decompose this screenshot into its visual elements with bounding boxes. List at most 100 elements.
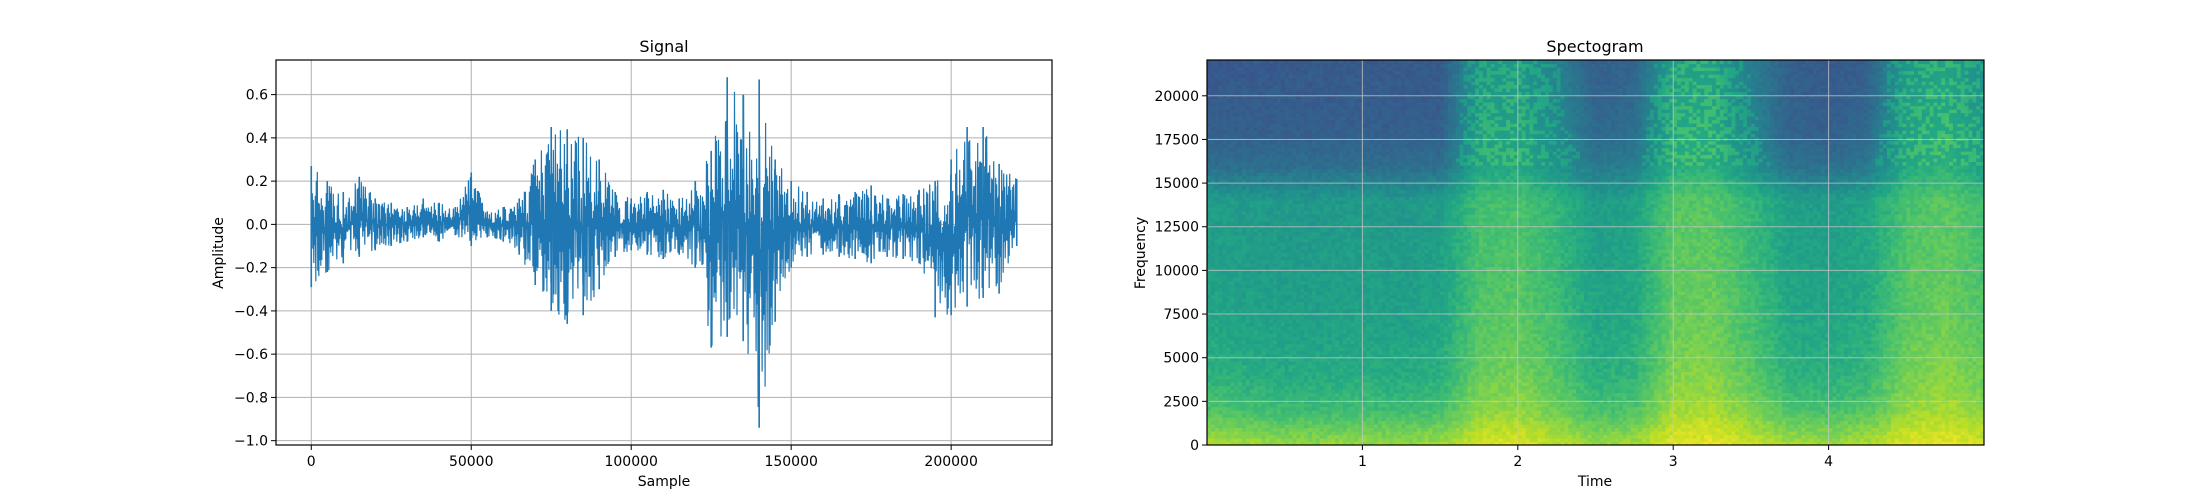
spectrogram-cell — [1471, 431, 1475, 435]
spectrogram-cell — [1735, 424, 1739, 428]
spectrogram-cell — [1491, 382, 1495, 386]
spectrogram-cell — [1506, 365, 1510, 369]
spectrogram-cell — [1374, 372, 1378, 376]
spectrogram-cell — [1596, 417, 1600, 421]
spectrogram-cell — [1813, 407, 1817, 411]
spectrogram-cell — [1316, 424, 1320, 428]
spectrogram-cell — [1331, 372, 1335, 376]
spectrogram-cell — [1871, 382, 1875, 386]
spectrogram-cell — [1747, 424, 1751, 428]
spectrogram-cell — [1751, 414, 1755, 418]
spectrogram-cell — [1250, 393, 1254, 397]
spectrogram-cell — [1763, 393, 1767, 397]
spectrogram-cell — [1234, 361, 1238, 365]
spectrogram-cell — [1739, 424, 1743, 428]
spectrogram-cell — [1961, 368, 1965, 372]
spectrogram-cell — [1494, 375, 1498, 379]
spectrogram-cell — [1930, 438, 1934, 442]
spectrogram-cell — [1339, 386, 1343, 390]
spectrogram-cell — [1541, 431, 1545, 435]
spectrogram-cell — [1522, 435, 1526, 439]
spectrogram-cell — [1425, 424, 1429, 428]
spectrogram-cell — [1428, 379, 1432, 383]
spectrogram-cell — [1930, 417, 1934, 421]
spectrogram-cell — [1700, 435, 1704, 439]
spectrogram-cell — [1720, 365, 1724, 369]
spectrogram-cell — [1770, 417, 1774, 421]
spectrogram-cell — [1246, 365, 1250, 369]
spectrogram-cell — [1324, 386, 1328, 390]
spectrogram-cell — [1580, 368, 1584, 372]
spectrogram-cell — [1910, 386, 1914, 390]
spectrogram-cell — [1316, 361, 1320, 365]
spectrogram-cell — [1918, 438, 1922, 442]
spectrogram-cell — [1856, 417, 1860, 421]
spectrogram-cell — [1906, 428, 1910, 432]
spectrogram-cell — [1549, 431, 1553, 435]
spectrogram-cell — [1848, 431, 1852, 435]
spectrogram-cell — [1320, 379, 1324, 383]
spectrogram-cell — [1296, 410, 1300, 414]
spectrogram-cell — [1549, 414, 1553, 418]
spectrogram-cell — [1957, 386, 1961, 390]
spectrogram-cell — [1355, 379, 1359, 383]
spectrogram-cell — [1223, 431, 1227, 435]
spectrogram-cell — [1370, 379, 1374, 383]
spectrogram-cell — [1246, 424, 1250, 428]
spectrogram-cell — [1697, 375, 1701, 379]
spectrogram-cell — [1339, 403, 1343, 407]
spectrogram-cell — [1467, 407, 1471, 411]
spectrogram-cell — [1747, 375, 1751, 379]
spectrogram-cell — [1790, 438, 1794, 442]
spectrogram-cell — [1829, 417, 1833, 421]
spectrogram-cell — [1941, 389, 1945, 393]
spectrogram-cell — [1937, 375, 1941, 379]
spectrogram-cell — [1207, 393, 1211, 397]
spectrogram-cell — [1316, 386, 1320, 390]
spectrogram-cell — [1234, 435, 1238, 439]
spectrogram-cell — [1487, 382, 1491, 386]
spectrogram-cell — [1712, 382, 1716, 386]
spectrogram-cell — [1312, 428, 1316, 432]
spectrogram-cell — [1720, 424, 1724, 428]
spectrogram-cell — [1308, 379, 1312, 383]
spectrogram-cell — [1673, 393, 1677, 397]
spectrogram-cell — [1498, 361, 1502, 365]
spectrogram-cell — [1347, 410, 1351, 414]
spectrogram-cell — [1479, 368, 1483, 372]
spectrogram-cell — [1331, 410, 1335, 414]
spectrogram-cell — [1456, 410, 1460, 414]
spectrogram-cell — [1479, 386, 1483, 390]
spectrogram-cell — [1258, 372, 1262, 376]
spectrogram-cell — [1747, 386, 1751, 390]
spectrogram-cell — [1467, 438, 1471, 442]
spectrogram-cell — [1596, 421, 1600, 425]
spectrogram-cell — [1460, 361, 1464, 365]
spectrogram-cell — [1261, 421, 1265, 425]
spectrogram-cell — [1650, 382, 1654, 386]
spectrogram-cell — [1211, 431, 1215, 435]
spectrogram-cell — [1883, 424, 1887, 428]
spectrogram-cell — [1700, 403, 1704, 407]
spectrogram-cell — [1778, 417, 1782, 421]
spectrogram-cell — [1347, 375, 1351, 379]
spectrogram-cell — [1751, 403, 1755, 407]
spectrogram-cell — [1949, 428, 1953, 432]
spectrogram-cell — [1506, 407, 1510, 411]
spectrogram-cell — [1922, 414, 1926, 418]
spectrogram-cell — [1339, 361, 1343, 365]
spectrogram-cell — [1312, 375, 1316, 379]
spectrogram-cell — [1937, 396, 1941, 400]
spectrogram-cell — [1320, 372, 1324, 376]
spectrogram-cell — [1526, 375, 1530, 379]
spectrogram-cell — [1910, 407, 1914, 411]
spectrogram-cell — [1724, 389, 1728, 393]
spectrogram-cell — [1883, 365, 1887, 369]
spectrogram-cell — [1899, 431, 1903, 435]
spectrogram-cell — [1914, 386, 1918, 390]
spectrogram-cell — [1572, 431, 1576, 435]
spectrogram-cell — [1440, 407, 1444, 411]
spectrogram-cell — [1731, 424, 1735, 428]
spectrogram-cell — [1250, 382, 1254, 386]
spectrogram-cell — [1778, 365, 1782, 369]
